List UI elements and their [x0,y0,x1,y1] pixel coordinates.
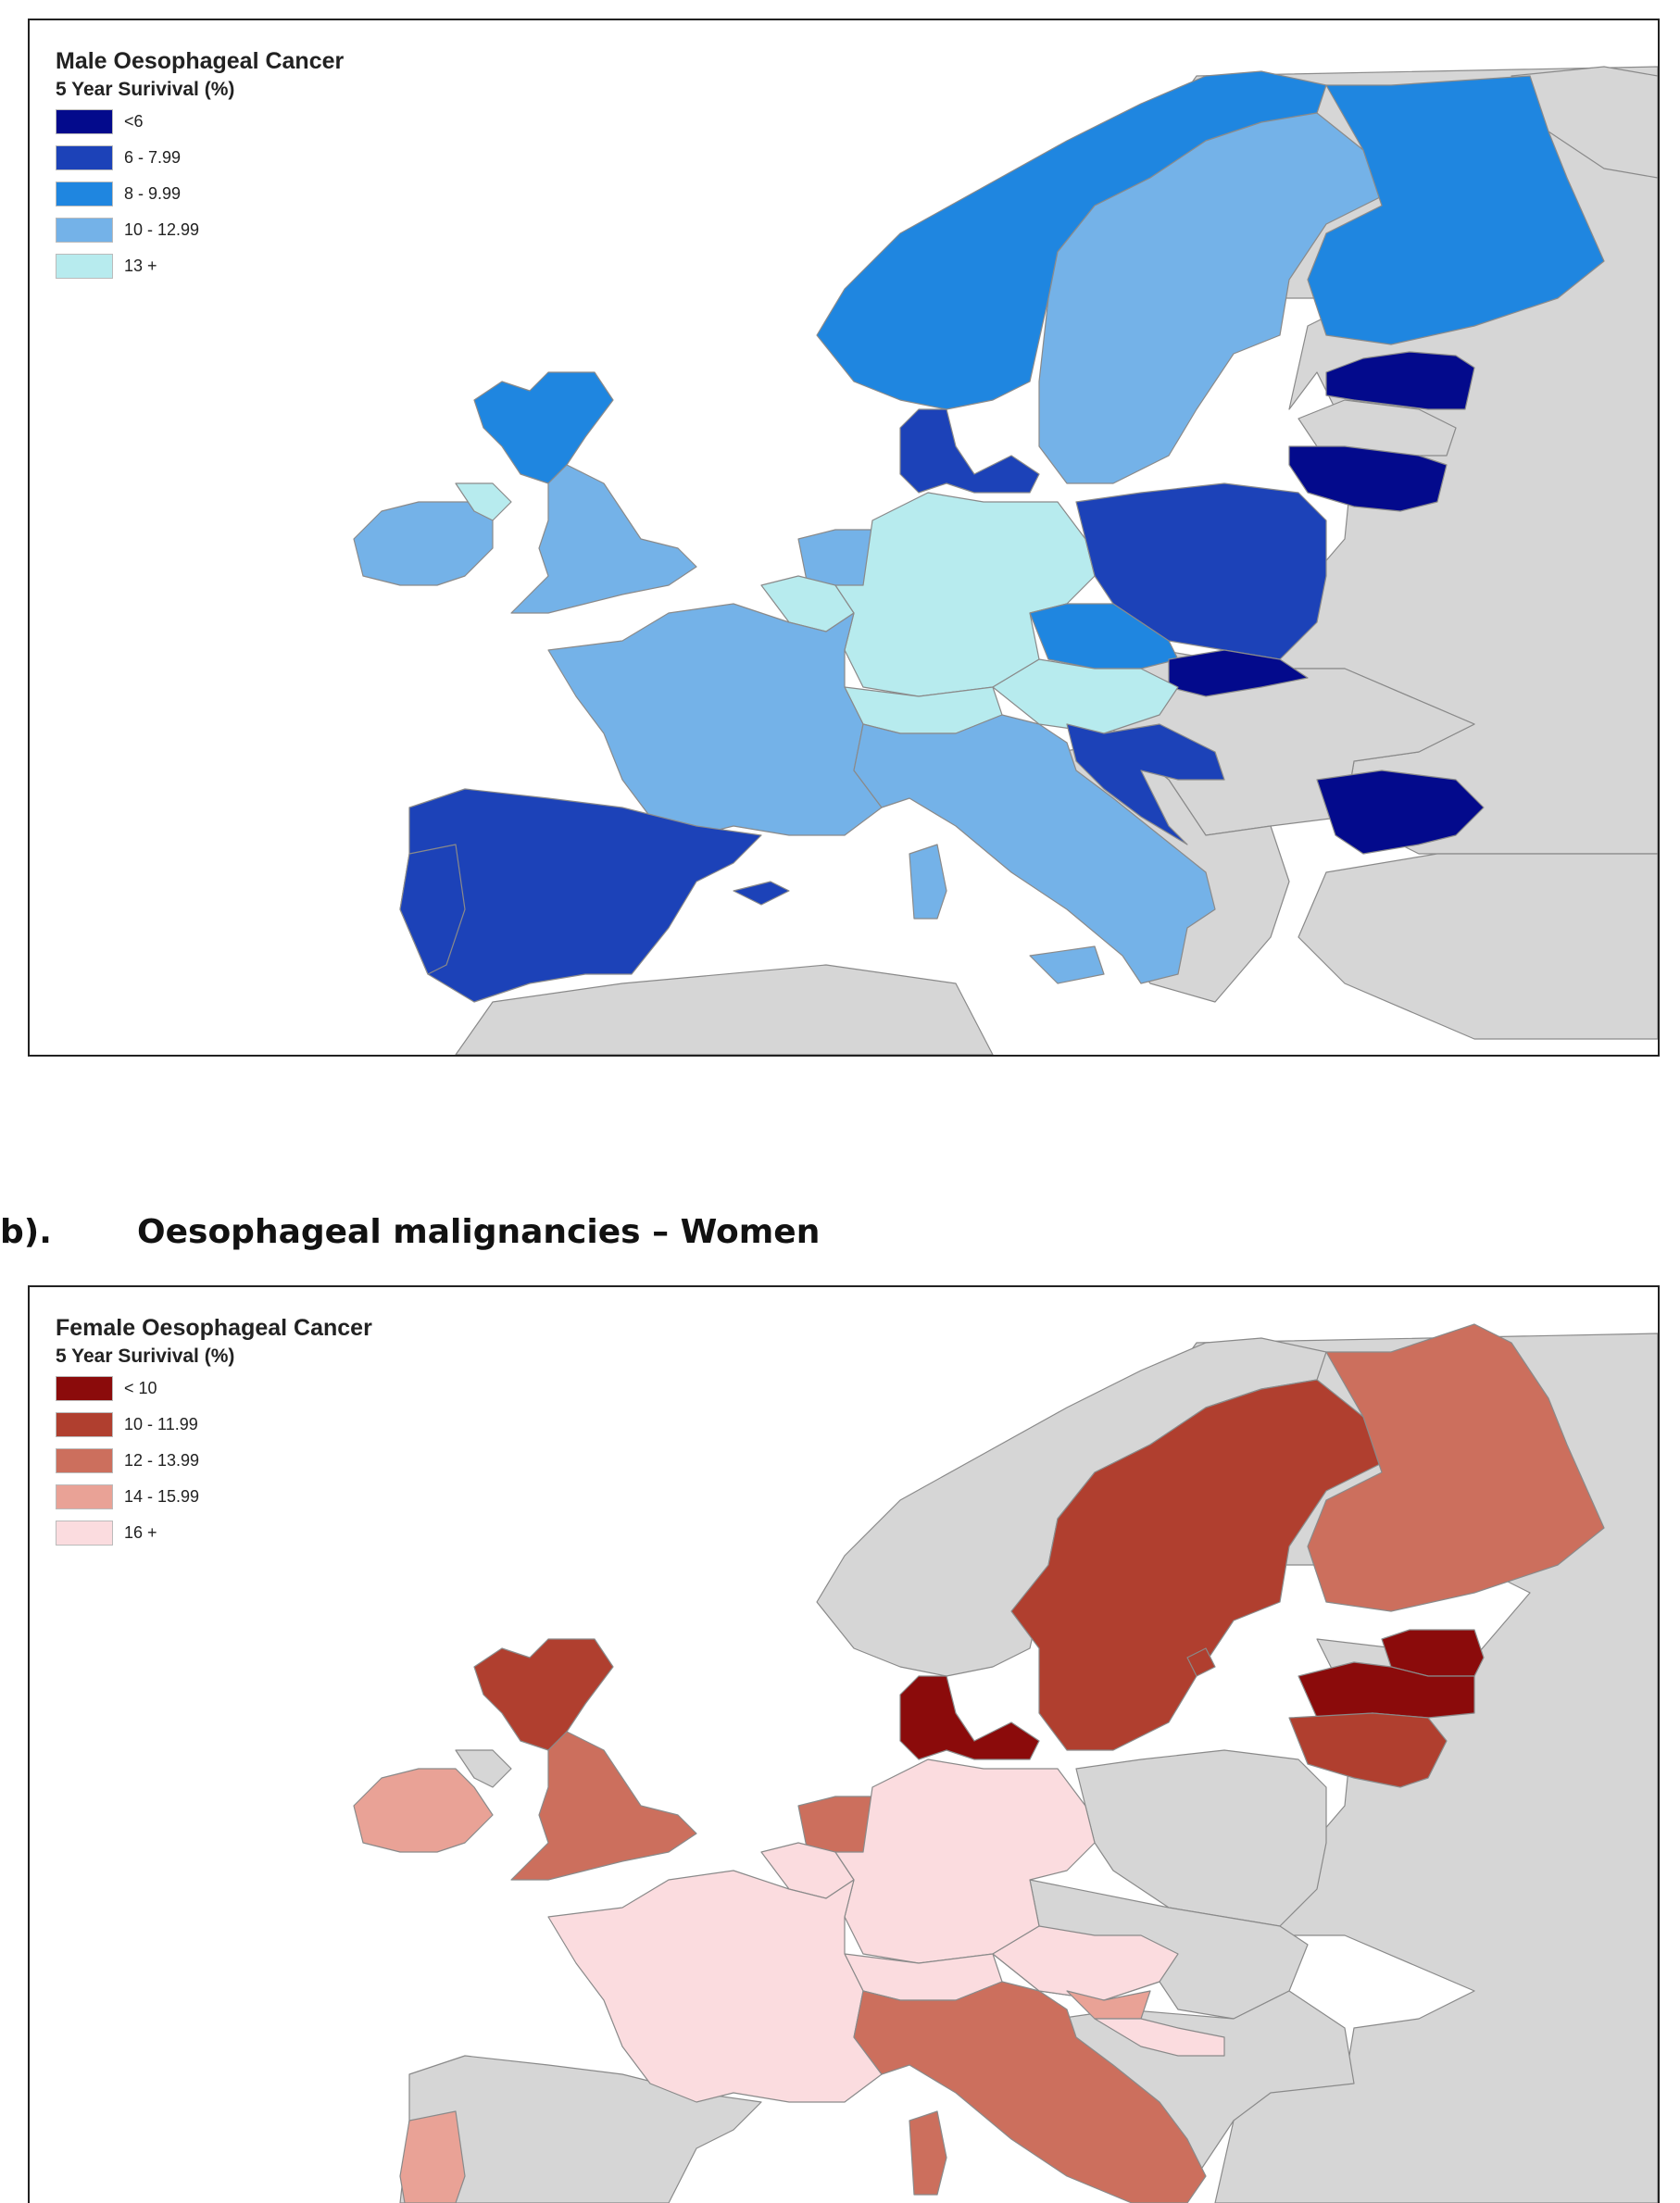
england-region [510,464,697,614]
legend-label: 16 + [124,1523,157,1542]
legend-label: 10 - 11.99 [124,1415,198,1433]
legend-swatch [56,254,113,279]
legend-swatch [56,109,113,134]
legend-label: 6 - 7.99 [124,148,182,167]
northern-ireland-region [455,1749,512,1788]
lithuania-region [1288,1712,1448,1788]
legend-label: 14 - 15.99 [124,1487,200,1506]
male-map-title: Male Oesophageal Cancer [56,48,345,74]
ireland-region [353,1768,494,1853]
legend-label: 8 - 9.99 [124,184,182,203]
legend-swatch [56,145,113,170]
balearic-region [733,881,790,906]
turkey-region [1298,853,1658,1040]
legend-label: 12 - 13.99 [124,1451,200,1470]
portugal-region [399,844,466,975]
male-map-subtitle: 5 Year Surivival (%) [56,79,235,100]
legend-label: <6 [124,112,144,131]
sardinia-region [909,844,947,920]
legend-swatch [56,1521,113,1546]
male-map-panel: Male Oesophageal Cancer 5 Year Surivival… [28,19,1660,1057]
legend-label: 13 + [124,257,157,275]
italy-region [853,1981,1207,2203]
bulgaria-region [1316,770,1485,855]
lithuania-region [1288,445,1448,512]
male-legend-item: 13 + [56,248,344,284]
section-title: Oesophageal malignancies – Women [137,1213,821,1251]
female-map-panel: Female Oesophageal Cancer 5 Year Suriviv… [28,1285,1660,2203]
female-legend-item: 16 + [56,1515,372,1551]
male-legend-item: 8 - 9.99 [56,176,344,212]
sweden-region [1010,1379,1383,1751]
slovenia-region [1066,1990,1151,2020]
finland-region [1307,1323,1605,1612]
male-legend-item: 6 - 7.99 [56,140,344,176]
female-map-title: Female Oesophageal Cancer [56,1315,372,1341]
croatia-region [1094,2018,1225,2057]
female-legend-item: 12 - 13.99 [56,1443,372,1479]
portugal-region [399,2110,466,2203]
denmark-region [899,1675,1040,1760]
female-legend-item: 14 - 15.99 [56,1479,372,1515]
legend-swatch [56,181,113,207]
male-map [353,66,1658,1055]
female-legend-item: 10 - 11.99 [56,1407,372,1443]
legend-label: 10 - 12.99 [124,220,200,239]
legend-label: < 10 [124,1379,157,1397]
section-b-heading: b). Oesophageal malignancies – Women [0,1213,820,1251]
legend-swatch [56,1448,113,1473]
male-legend: Male Oesophageal Cancer 5 Year Surivival… [56,43,344,284]
ireland-region [353,501,494,586]
legend-swatch [56,1412,113,1437]
sardinia-region [909,2110,947,2196]
gotland-region [1186,1647,1216,1677]
male-legend-item: <6 [56,104,344,140]
poland-region [1075,1749,1327,1927]
female-map-subtitle: 5 Year Surivival (%) [56,1346,235,1367]
spain-region [399,2055,762,2203]
england-region [510,1731,697,1881]
italy-region [853,714,1216,984]
scotland-region [473,1638,614,1751]
slovenia-croatia-region [1066,723,1225,845]
male-legend-item: 10 - 12.99 [56,212,344,248]
sweden-region [1038,112,1383,484]
north-africa-region [455,964,994,1055]
female-legend: Female Oesophageal Cancer 5 Year Suriviv… [56,1309,372,1551]
poland-region [1075,482,1327,660]
legend-swatch [56,218,113,243]
female-legend-item: < 10 [56,1371,372,1407]
finland-region [1307,75,1605,345]
sicily-region [1029,945,1105,984]
section-number: b). [0,1213,52,1251]
estonia-region [1325,351,1475,410]
france-region [547,603,883,836]
austria-region [992,658,1179,734]
legend-swatch [56,1376,113,1401]
scotland-region [473,371,614,484]
northern-ireland-region [455,482,512,521]
france-region [547,1870,883,2103]
denmark-region [899,408,1040,494]
female-map [353,1323,1658,2203]
legend-swatch [56,1484,113,1509]
austria-region [992,1925,1179,2001]
